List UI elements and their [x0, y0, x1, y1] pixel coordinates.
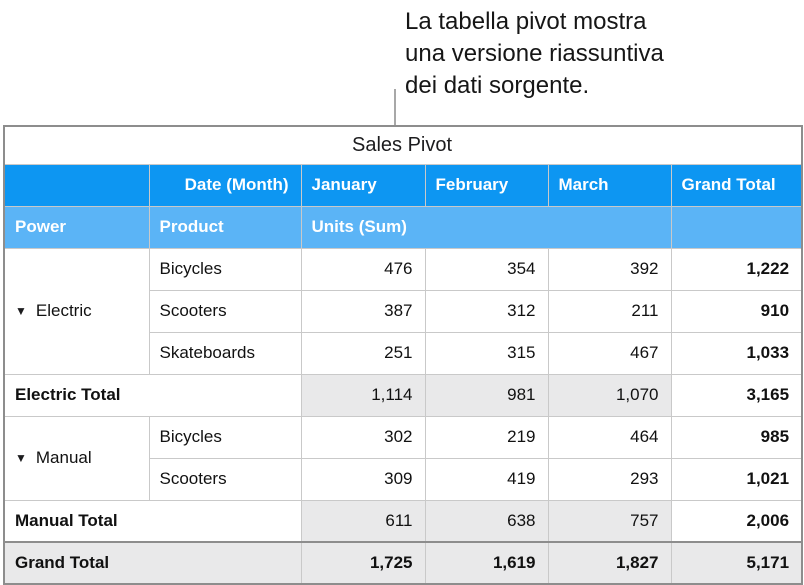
total-cell-feb[interactable]: 638	[424, 499, 549, 543]
total-cell-feb[interactable]: 981	[424, 373, 549, 417]
total-cell-mar[interactable]: 757	[547, 499, 672, 543]
header-empty-cell[interactable]	[3, 163, 150, 207]
product-cell[interactable]: Bicycles	[148, 415, 302, 459]
row-manual-scooters: Scooters 309 419 293 1,021	[4, 457, 803, 501]
header-march[interactable]: March	[547, 163, 672, 207]
row-manual-total: Manual Total 611 638 757 2,006	[3, 499, 803, 543]
row-total-cell[interactable]: 1,021	[670, 457, 803, 501]
row-total-cell[interactable]: 1,222	[670, 247, 803, 291]
value-cell-feb[interactable]: 315	[424, 331, 549, 375]
value-cell-mar[interactable]: 464	[547, 415, 672, 459]
disclosure-triangle-manual-icon[interactable]: ▼	[15, 451, 27, 465]
value-cell-jan[interactable]: 302	[300, 415, 426, 459]
row-total-cell[interactable]: 985	[670, 415, 803, 459]
disclosure-triangle-electric-icon[interactable]: ▼	[15, 304, 27, 318]
table-title-row: Sales Pivot	[3, 125, 803, 165]
grand-total-feb[interactable]: 1,619	[424, 541, 549, 585]
group-cell-electric[interactable]: ▼ Electric	[3, 247, 150, 375]
row-total-cell[interactable]: 910	[670, 289, 803, 333]
total-cell-mar[interactable]: 1,070	[547, 373, 672, 417]
value-cell-jan[interactable]: 387	[300, 289, 426, 333]
header-units-empty[interactable]	[670, 205, 803, 249]
value-cell-feb[interactable]: 354	[424, 247, 549, 291]
annotation-line-3: dei dati sorgente.	[405, 72, 590, 99]
row-electric-scooters: Scooters 387 312 211 910	[4, 289, 803, 333]
product-cell[interactable]: Bicycles	[148, 247, 302, 291]
grand-total-mar[interactable]: 1,827	[547, 541, 672, 585]
product-cell[interactable]: Skateboards	[148, 331, 302, 375]
header-grand-total[interactable]: Grand Total	[670, 163, 803, 207]
header-february[interactable]: February	[424, 163, 549, 207]
product-cell[interactable]: Scooters	[148, 289, 302, 333]
group-cell-manual[interactable]: ▼ Manual	[3, 415, 150, 501]
header-row-months: Date (Month) January February March Gran…	[3, 163, 803, 207]
header-date-month[interactable]: Date (Month)	[148, 163, 302, 207]
value-cell-mar[interactable]: 211	[547, 289, 672, 333]
pivot-table: Sales Pivot Date (Month) January Februar…	[3, 125, 804, 585]
value-cell-mar[interactable]: 467	[547, 331, 672, 375]
row-electric-bicycles: ▼ Electric Bicycles 476 354 392 1,222	[3, 247, 803, 375]
value-cell-feb[interactable]: 219	[424, 415, 549, 459]
value-cell-feb[interactable]: 419	[424, 457, 549, 501]
header-january[interactable]: January	[300, 163, 426, 207]
total-cell-jan[interactable]: 611	[300, 499, 426, 543]
annotation-line-1: La tabella pivot mostra	[405, 8, 647, 35]
value-cell-jan[interactable]: 251	[300, 331, 426, 375]
row-total-cell[interactable]: 1,033	[670, 331, 803, 375]
value-cell-mar[interactable]: 392	[547, 247, 672, 291]
total-label-manual[interactable]: Manual Total	[3, 499, 302, 543]
total-cell-jan[interactable]: 1,114	[300, 373, 426, 417]
group-label-electric: Electric	[35, 301, 92, 320]
row-electric-skateboards: Skateboards 251 315 467 1,033	[4, 331, 803, 375]
group-label-manual: Manual	[35, 448, 92, 467]
total-cell-grand[interactable]: 3,165	[670, 373, 803, 417]
grand-total-grand[interactable]: 5,171	[670, 541, 803, 585]
row-grand-total: Grand Total 1,725 1,619 1,827 5,171	[3, 541, 803, 585]
row-manual-bicycles: ▼ Manual Bicycles 302 219 464 985	[3, 415, 803, 501]
product-cell[interactable]: Scooters	[148, 457, 302, 501]
value-cell-jan[interactable]: 309	[300, 457, 426, 501]
callout-line	[394, 89, 396, 125]
annotation-text: La tabella pivot mostra una versione ria…	[405, 6, 664, 102]
value-cell-feb[interactable]: 312	[424, 289, 549, 333]
header-product[interactable]: Product	[148, 205, 302, 249]
table-title[interactable]: Sales Pivot	[3, 125, 803, 165]
row-electric-total: Electric Total 1,114 981 1,070 3,165	[3, 373, 803, 417]
header-power[interactable]: Power	[3, 205, 150, 249]
grand-total-jan[interactable]: 1,725	[300, 541, 426, 585]
grand-total-label[interactable]: Grand Total	[3, 541, 302, 585]
header-row-fields: Power Product Units (Sum)	[3, 205, 803, 249]
annotation-line-2: una versione riassuntiva	[405, 40, 664, 67]
value-cell-mar[interactable]: 293	[547, 457, 672, 501]
total-cell-grand[interactable]: 2,006	[670, 499, 803, 543]
header-units-sum[interactable]: Units (Sum)	[300, 205, 672, 249]
value-cell-jan[interactable]: 476	[300, 247, 426, 291]
total-label-electric[interactable]: Electric Total	[3, 373, 302, 417]
